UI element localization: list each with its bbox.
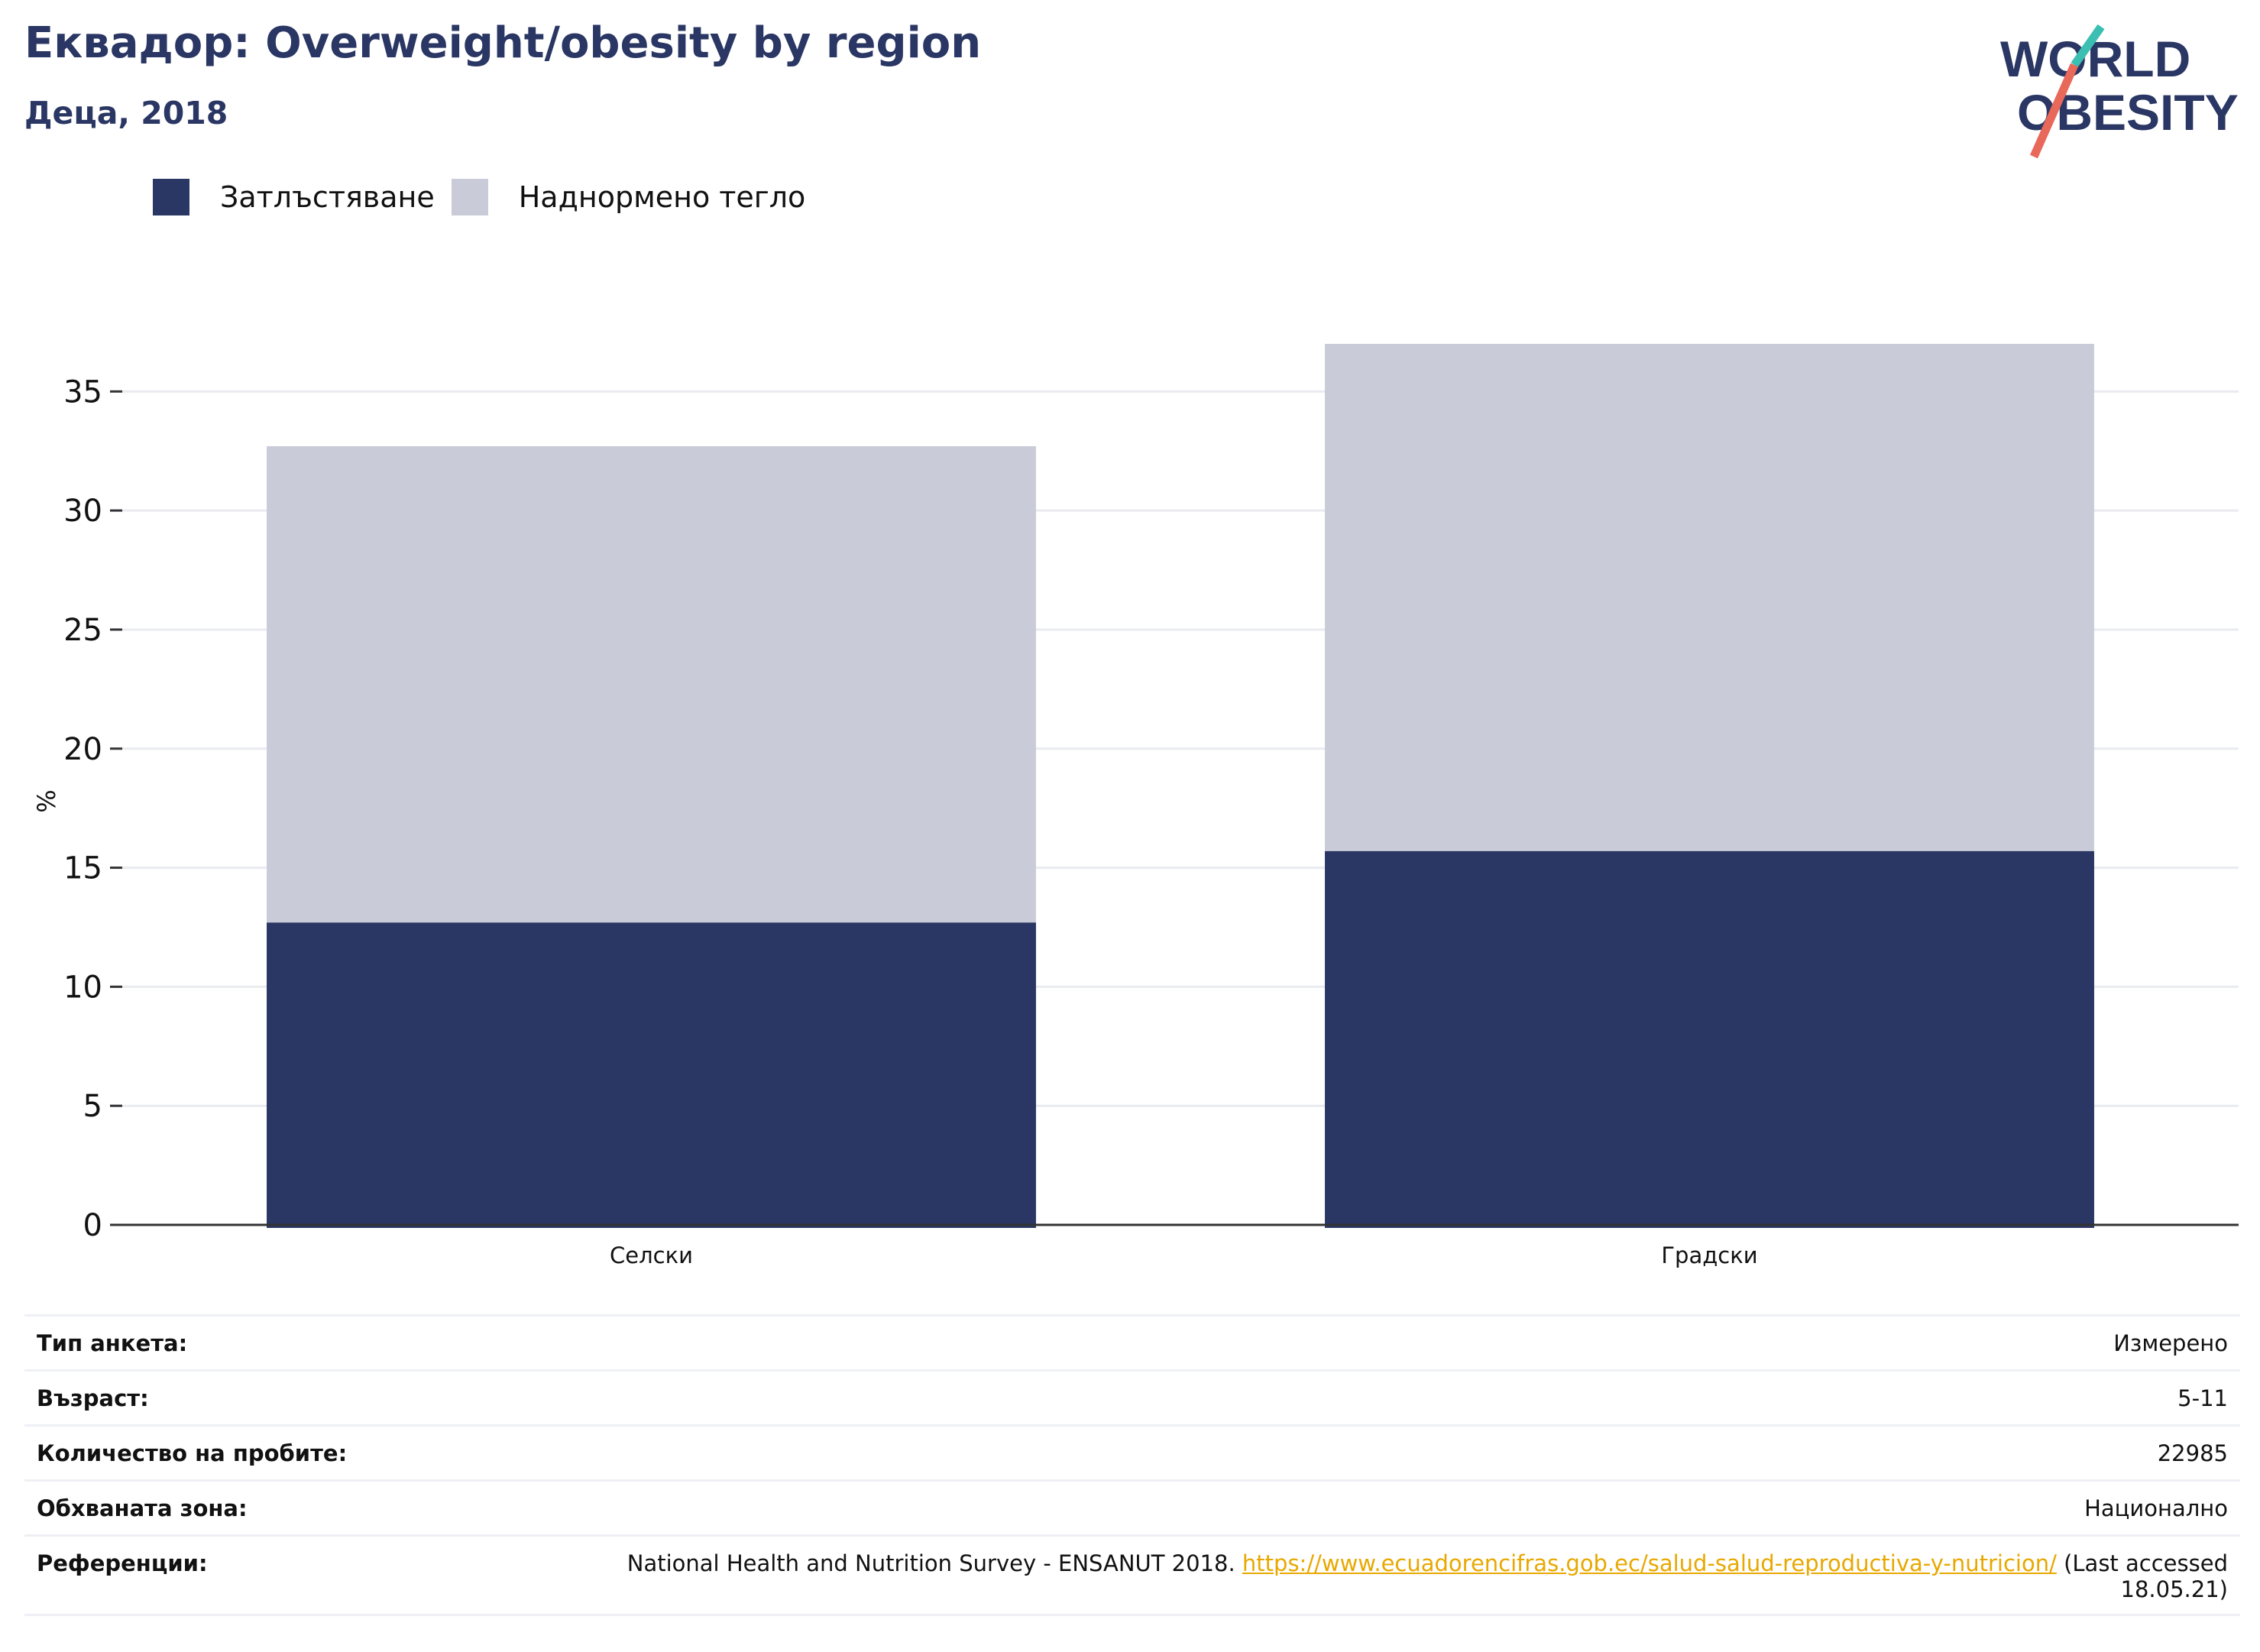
legend-label-overweight: Наднормено тегло — [518, 180, 806, 214]
info-value: Измерено — [2113, 1330, 2228, 1356]
info-label: Възраст: — [37, 1385, 149, 1411]
bar-segment-overweight — [1325, 344, 2094, 851]
info-row-references: Референции: National Health and Nutritio… — [24, 1537, 2240, 1616]
info-label: Количество на пробите: — [37, 1440, 348, 1466]
bar-segment-overweight — [267, 445, 1036, 923]
reference-link[interactable]: https://www.ecuadorencifras.gob.ec/salud… — [1242, 1550, 2057, 1576]
info-row-area: Обхваната зона: Национално — [24, 1482, 2240, 1537]
y-tick-label: 0 — [83, 1208, 102, 1243]
world-obesity-logo: WORLD OBESITY — [2000, 24, 2239, 159]
legend-item-overweight[interactable]: Наднормено тегло — [451, 179, 806, 215]
x-tick-label: Градски — [1661, 1242, 1757, 1268]
legend-item-obesity[interactable]: Затлъстяване — [153, 179, 435, 215]
info-row-age: Възраст: 5-11 — [24, 1372, 2240, 1427]
chart-title: Еквадор: Overweight/obesity by region — [24, 18, 982, 68]
info-value: 22985 — [2157, 1440, 2228, 1466]
info-value: 5-11 — [2177, 1385, 2228, 1411]
y-tick-label: 5 — [83, 1089, 102, 1124]
info-label: Референции: — [37, 1550, 208, 1576]
logo-slash-bottom — [2029, 63, 2079, 159]
info-label: Тип анкета: — [37, 1330, 188, 1356]
legend-swatch-overweight — [451, 179, 488, 215]
stacked-bar-chart: 0 5 10 15 20 25 30 35% Селски Градски — [32, 344, 2239, 1268]
bar-segment-obesity — [1325, 850, 2094, 1228]
y-tick-label: 20 — [63, 732, 102, 767]
reference-text: National Health and Nutrition Survey - E… — [627, 1550, 1235, 1576]
y-tick-label: 15 — [63, 851, 102, 886]
chart-legend: Затлъстяване Наднормено тегло — [153, 176, 822, 219]
legend-swatch-obesity — [153, 179, 189, 215]
y-tick-label: 10 — [63, 970, 102, 1005]
y-tick-label: 25 — [63, 613, 102, 648]
info-label: Обхваната зона: — [37, 1495, 248, 1521]
y-axis-label: % — [32, 789, 61, 812]
info-row-survey-type: Тип анкета: Измерено — [24, 1317, 2240, 1372]
info-value: Национално — [2084, 1495, 2228, 1521]
info-row-sample-size: Количество на пробите: 22985 — [24, 1427, 2240, 1482]
logo-slash-top — [2071, 24, 2105, 68]
chart-subtitle: Деца, 2018 — [24, 95, 228, 131]
legend-label-obesity: Затлъстяване — [220, 180, 435, 214]
survey-info-table: Тип анкета: Измерено Възраст: 5-11 Колич… — [24, 1314, 2240, 1616]
y-tick-label: 35 — [63, 374, 102, 410]
y-tick-label: 30 — [63, 494, 102, 529]
x-tick-label: Селски — [610, 1242, 693, 1268]
bar-segment-obesity — [267, 922, 1036, 1228]
reference-accessed: (Last accessed 18.05.21) — [2064, 1550, 2228, 1602]
info-value-reference: National Health and Nutrition Survey - E… — [623, 1550, 2228, 1602]
